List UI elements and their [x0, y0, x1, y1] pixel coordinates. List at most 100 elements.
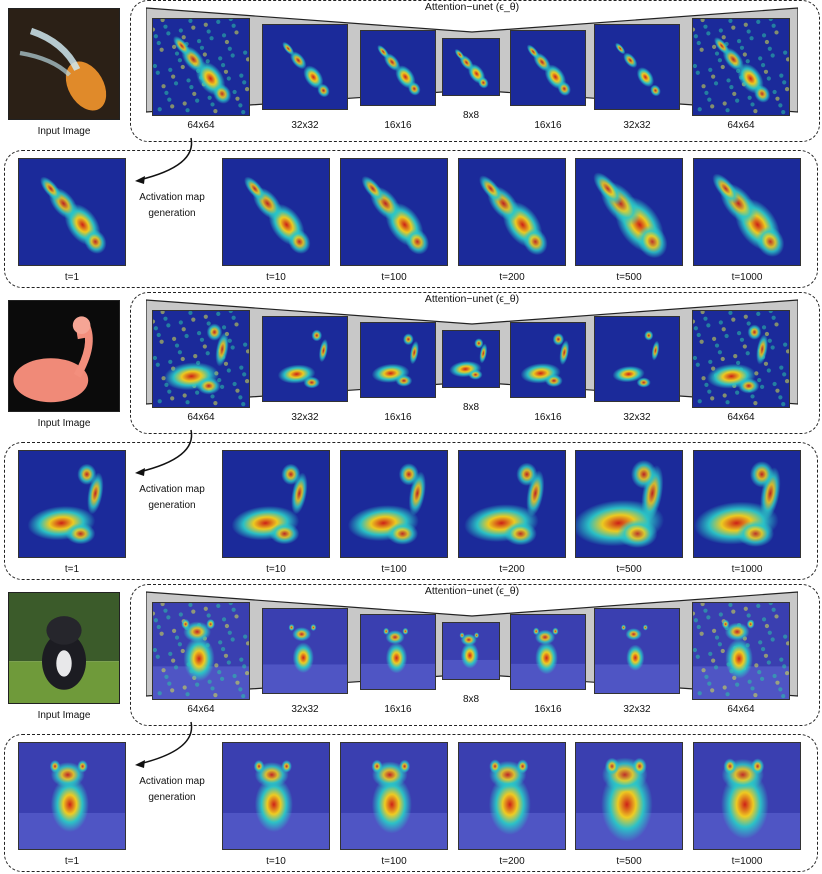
activation-blob: [215, 332, 229, 367]
activation-blob: [377, 44, 390, 59]
timestep-label: t=10: [266, 272, 286, 283]
timestep-label: t=500: [616, 272, 642, 283]
activation-blob: [206, 618, 215, 630]
activation-blob: [625, 628, 642, 641]
resolution-label: 64x64: [727, 412, 755, 423]
activation-blob: [478, 76, 489, 89]
timestep-activation-map: [693, 450, 801, 558]
activation-blob: [292, 642, 314, 674]
activation-blob: [395, 374, 413, 387]
activation-blob: [183, 636, 215, 682]
activation-heatmap: [341, 451, 447, 557]
activation-blob: [552, 332, 565, 346]
resolution-label: 16x16: [384, 120, 412, 131]
attention-heatmap: [263, 25, 347, 109]
unet-attention-map: [442, 622, 500, 680]
timestep-label: t=1: [64, 272, 80, 283]
activation-blob: [281, 759, 292, 773]
timestep-label: t=100: [381, 272, 407, 283]
unet-attention-map: [442, 330, 500, 388]
unet-attention-map: [262, 608, 348, 694]
timestep-label: t=200: [499, 856, 525, 867]
timestep-activation-map: [340, 742, 448, 850]
timestep-label: t=100: [381, 856, 407, 867]
attention-heatmap: [595, 609, 679, 693]
resolution-label: 64x64: [187, 120, 215, 131]
activation-blob: [636, 377, 651, 388]
unet-attention-map: [360, 30, 436, 106]
activation-blob: [459, 632, 465, 639]
activation-blob: [395, 65, 416, 89]
activation-blob: [405, 228, 430, 255]
activation-blob: [721, 619, 730, 629]
activation-blob: [617, 519, 658, 548]
resolution-label: 16x16: [384, 412, 412, 423]
arrow-icon: [135, 429, 193, 476]
resolution-label: 8x8: [462, 110, 480, 121]
timestep-activation-map: [575, 742, 683, 850]
activation-blob: [747, 324, 762, 340]
activation-blob: [615, 42, 626, 55]
unet-attention-map: [262, 24, 348, 110]
activation-blob: [318, 338, 329, 363]
timestep-label: t=1000: [731, 564, 763, 575]
resolution-label: 8x8: [462, 694, 480, 705]
activation-blob: [386, 522, 419, 545]
attention-heatmap: [693, 603, 789, 699]
timestep-label: t=200: [499, 272, 525, 283]
resolution-label: 16x16: [534, 120, 562, 131]
activation-blob: [533, 627, 540, 636]
attention-heatmap: [361, 323, 435, 397]
activation-blob: [288, 623, 295, 632]
input-image: [8, 8, 120, 120]
attention-heatmap: [693, 311, 789, 407]
activation-blob: [77, 759, 88, 773]
activation-blob: [173, 36, 191, 56]
attention-heatmap: [153, 19, 249, 115]
resolution-label: 64x64: [727, 120, 755, 131]
activation-heatmap: [459, 159, 565, 265]
activation-blob: [65, 523, 96, 545]
activation-blob: [361, 175, 385, 202]
resolution-label: 64x64: [727, 704, 755, 715]
activation-blob: [714, 37, 730, 55]
input-image-label: Input Image: [37, 710, 91, 721]
unet-attention-map: [442, 38, 500, 96]
activation-blob: [310, 623, 317, 632]
timestep-activation-map: [222, 158, 330, 266]
timestep-activation-map: [18, 158, 126, 266]
timestep-activation-map: [340, 450, 448, 558]
activation-blob: [254, 776, 293, 833]
activation-blob: [288, 229, 311, 254]
activation-heatmap: [223, 451, 329, 557]
activation-heatmap: [341, 743, 447, 849]
activation-heatmap: [19, 451, 125, 557]
unet-title: Attention−unet (ϵ_θ): [424, 1, 520, 13]
activation-blob: [206, 323, 223, 341]
timestep-label: t=1000: [731, 856, 763, 867]
activation-blob: [269, 523, 300, 545]
unet-attention-map: [152, 18, 250, 116]
unet-attention-map: [692, 18, 790, 116]
attention-heatmap: [443, 39, 499, 95]
activation-blob: [644, 330, 654, 341]
activation-blob: [650, 84, 661, 97]
timestep-activation-map: [222, 742, 330, 850]
activation-blob: [183, 621, 211, 643]
activation-map-label: Activation map generation: [139, 484, 205, 511]
activation-blob: [474, 632, 480, 639]
arrow-icon: [135, 721, 193, 768]
timestep-activation-map: [222, 450, 330, 558]
activation-blob: [552, 627, 559, 636]
timestep-activation-map: [693, 742, 801, 850]
activation-blob: [398, 463, 419, 486]
timestep-dashed-box: [4, 150, 818, 288]
resolution-label: 16x16: [384, 704, 412, 715]
activation-blob: [479, 343, 488, 364]
activation-blob: [621, 624, 627, 631]
unet-attention-map: [510, 30, 586, 106]
activation-blob: [292, 627, 312, 642]
resolution-label: 16x16: [534, 704, 562, 715]
activation-blob: [637, 225, 668, 259]
activation-heatmap: [459, 743, 565, 849]
